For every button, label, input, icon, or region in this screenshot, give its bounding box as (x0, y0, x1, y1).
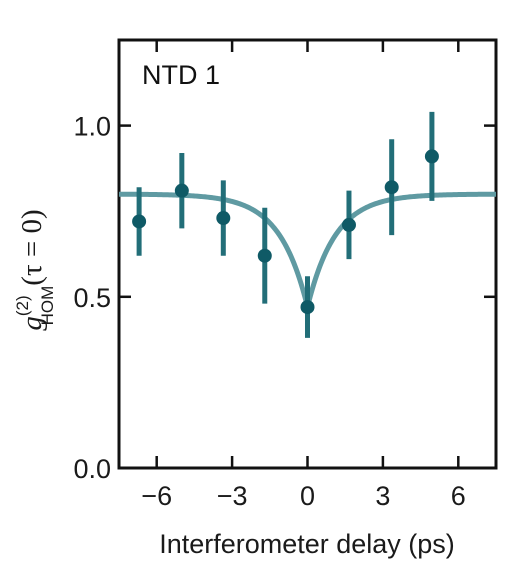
y-tick-label: 0.5 (73, 283, 111, 313)
y-tick-label: 1.0 (73, 112, 111, 142)
panel-label: NTD 1 (142, 60, 220, 90)
y-axis-label-argument: (τ = 0) (16, 209, 48, 285)
y-axis-label-subscript: HOM (38, 286, 57, 326)
data-points-group (132, 111, 439, 338)
plot-frame (117, 38, 498, 470)
data-point (384, 180, 399, 195)
x-tick-label: 0 (300, 481, 315, 511)
y-axis-label: g(2) HOM(τ = 0) (13, 209, 57, 330)
data-point (174, 183, 189, 198)
data-point (216, 211, 231, 226)
data-point (424, 149, 439, 164)
x-tick-label: −3 (217, 481, 248, 511)
y-axis-label-base: g (16, 316, 48, 331)
data-point (132, 214, 147, 229)
x-tick-label: 3 (375, 481, 390, 511)
axes: −6 −3 0 3 6 0.0 0.5 1.0 (73, 38, 498, 511)
svg-text:g(2)HOM(τ = 0): g(2) HOM(τ = 0) (13, 209, 57, 330)
data-point (257, 248, 272, 263)
x-tick-label: −6 (141, 481, 172, 511)
data-point (300, 300, 315, 315)
y-tick-label: 0.0 (73, 454, 111, 484)
x-tick-label: 6 (451, 481, 466, 511)
y-axis-label-superscript: (2) (13, 295, 32, 316)
x-axis-label: Interferometer delay (ps) (159, 529, 455, 559)
data-point (341, 217, 356, 232)
